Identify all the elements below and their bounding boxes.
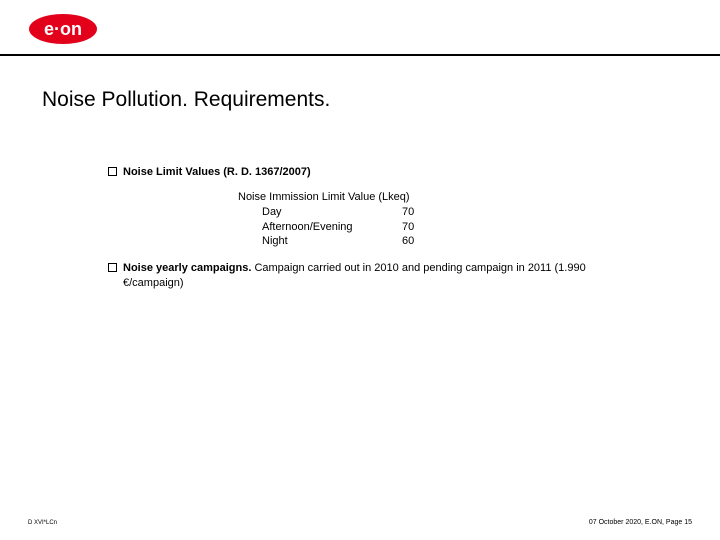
bullet-bold: Noise yearly campaigns. bbox=[123, 262, 251, 274]
checkbox-icon bbox=[108, 167, 117, 176]
svg-text:e·on: e·on bbox=[44, 19, 82, 39]
bullet-item: Noise yearly campaigns. Campaign carried… bbox=[108, 261, 648, 291]
table-cell: Day bbox=[262, 205, 402, 220]
checkbox-icon bbox=[108, 263, 117, 272]
bullet-item: Noise Limit Values (R. D. 1367/2007) bbox=[108, 165, 648, 180]
table-cell: 60 bbox=[402, 234, 442, 249]
table-cell: 70 bbox=[402, 220, 442, 235]
table-cell: 70 bbox=[402, 205, 442, 220]
table-heading: Noise Immission Limit Value (Lkeq) bbox=[238, 190, 648, 205]
bullet-text: Noise yearly campaigns. Campaign carried… bbox=[123, 261, 648, 291]
content-area: Noise Limit Values (R. D. 1367/2007) Noi… bbox=[108, 165, 648, 301]
header-rule bbox=[0, 54, 720, 56]
limits-table: Noise Immission Limit Value (Lkeq) Day 7… bbox=[238, 190, 648, 249]
table-cell: Afternoon/Evening bbox=[262, 220, 402, 235]
brand-logo: e·on bbox=[28, 12, 98, 51]
footer-right: 07 October 2020, E.ON, Page 15 bbox=[589, 519, 692, 526]
bullet-label: Noise Limit Values (R. D. 1367/2007) bbox=[123, 165, 311, 180]
page-title: Noise Pollution. Requirements. bbox=[42, 88, 330, 112]
footer-left: D XVI*LCn bbox=[28, 520, 57, 526]
table-cell: Night bbox=[262, 234, 402, 249]
